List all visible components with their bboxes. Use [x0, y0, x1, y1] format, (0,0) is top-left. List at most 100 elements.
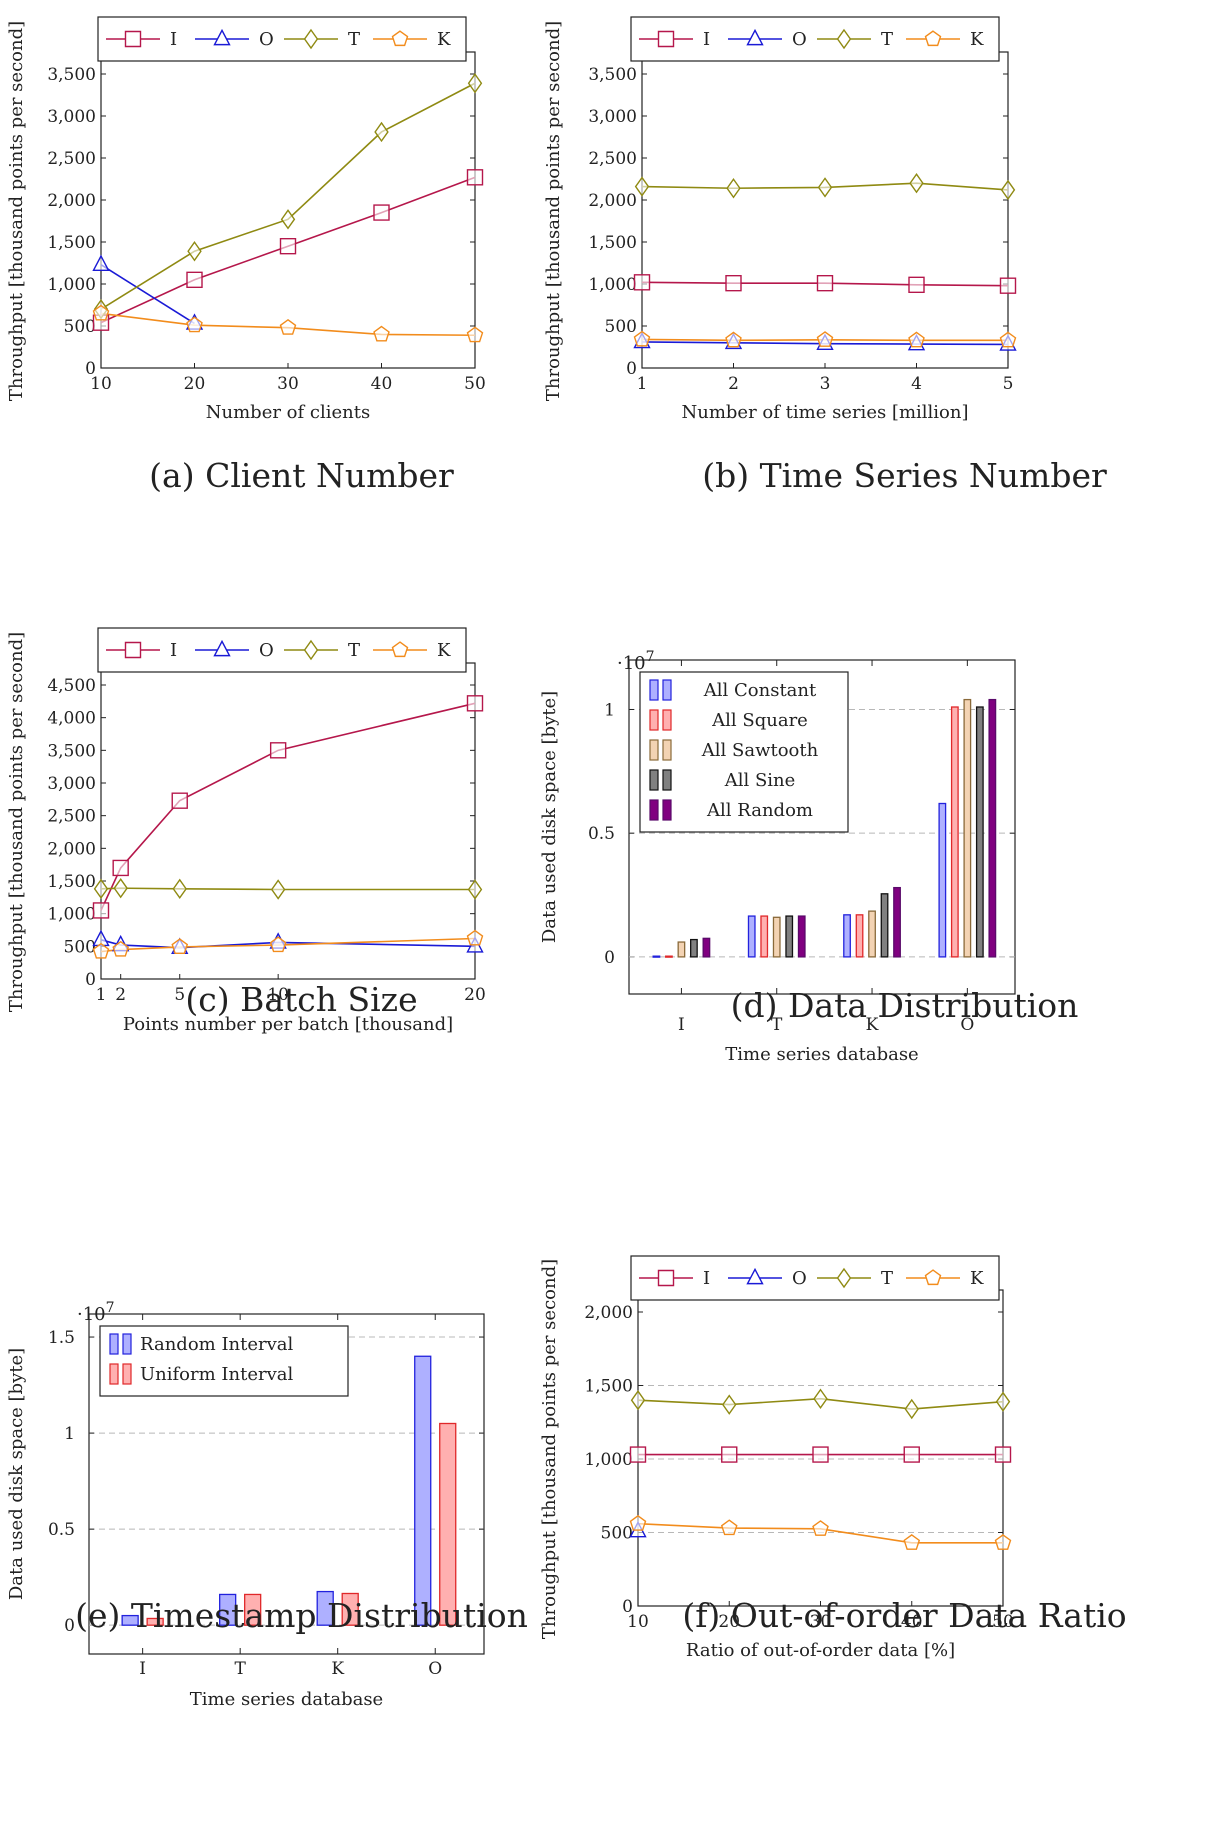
scale-exponent: 7 [106, 1300, 115, 1316]
x-tick-label: 20 [464, 985, 486, 1005]
legend-label: Uniform Interval [140, 1364, 294, 1385]
legend-label-O: O [259, 640, 274, 661]
bar-all-square [950, 706, 959, 958]
y-tick-label: 3,500 [47, 65, 96, 85]
data-point-K [466, 929, 484, 946]
data-point-K [633, 330, 651, 347]
series-line-T [100, 887, 475, 891]
legend-marker-T [303, 639, 319, 661]
plot-frame [628, 659, 1016, 995]
x-tick-label: 20 [184, 374, 206, 394]
y-axis-label: Throughput [thousand points per second] [6, 21, 27, 401]
data-point-T [93, 878, 109, 900]
y-tick-label: 3,500 [588, 65, 637, 85]
bar-random-interval [316, 1590, 334, 1626]
bar-all-sawtooth [772, 916, 781, 958]
bar-random-interval [219, 1593, 237, 1626]
plot-group-a: 10 20 30 40 5005001,0001,5002,0002,5003,0003… [6, 16, 486, 423]
chart-b: 1 2 3 4 5 0 500 1,000 1,500 2,000 2,500 3,000 3,500 N… [543, 16, 1017, 423]
legend-marker-O [213, 639, 231, 657]
data-point-K [112, 940, 129, 957]
legend-swatch [122, 1363, 132, 1385]
legend-marker-O [746, 1267, 764, 1285]
chart-panel-f: 10 20 30 40 50 0 500 1,000 1,500 2,000 Ratio of ou… [539, 1228, 1206, 1842]
y-tick-label: 0 [85, 970, 96, 990]
data-point-K [816, 331, 834, 347]
data-point-K [994, 1534, 1012, 1550]
legend-marker-I [657, 1269, 675, 1287]
x-tick-label: 50 [992, 1612, 1014, 1632]
legend-label-T: T [881, 1268, 893, 1289]
chart-e: 0 0.5 1 1.5 I T K O ·107 Time series database Data… [6, 1300, 485, 1710]
legend-label-I: I [170, 29, 177, 50]
chart-c: 1 2 5 10 20 0 500 1,000 1,500 2,000 2,500 3,000 3,50… [6, 627, 486, 1035]
legend-swatch [649, 739, 659, 761]
scale-exponent: 7 [646, 649, 655, 665]
data-point-T [187, 241, 202, 262]
data-point-T [995, 1391, 1011, 1412]
legend-label-I: I [170, 640, 177, 661]
x-axis-label: Time series database [190, 1689, 383, 1710]
caption-a: (a) Client Number [149, 456, 454, 495]
bar-all-sine [975, 706, 984, 958]
bar-all-sawtooth [868, 910, 876, 958]
data-point-I [466, 695, 484, 712]
x-tick-label: I [678, 1015, 685, 1035]
data-point-I [721, 1446, 738, 1463]
legend-marker-T [836, 28, 852, 50]
legend-label-T: T [348, 640, 360, 661]
chart-panel-c: 1 2 5 10 20 0 500 1,000 1,500 2,000 2,500 3,000 3,50… [0, 614, 603, 1228]
x-tick-label: 2 [115, 985, 126, 1005]
legend-label-I: I [703, 1268, 710, 1289]
data-point-I [171, 792, 188, 809]
x-tick-label: 5 [1003, 374, 1014, 394]
y-tick-label: 4,500 [47, 676, 96, 696]
y-axis-label: Data used disk space [byte] [6, 1348, 27, 1600]
legend-swatch [662, 769, 672, 791]
x-tick-label: 40 [901, 1612, 923, 1632]
x-axis-label: Points number per batch [thousand] [123, 1014, 453, 1035]
data-point-K [186, 316, 203, 333]
legend-swatch [109, 1363, 119, 1385]
plot-group-c: 1 2 5 10 20 0 500 1,000 1,500 2,000 2,500 3,000 3,50… [6, 627, 486, 1035]
y-tick-label: 1.5 [48, 1328, 75, 1348]
y-tick-label: 1 [64, 1424, 75, 1444]
data-point-I [816, 274, 834, 292]
chart-d: 0 0.5 1 I T K O ·107 Time series database Data us… [539, 649, 1016, 1065]
y-tick-label: 4,000 [47, 709, 96, 729]
x-axis-label: Number of time series [million] [682, 402, 969, 423]
bar-all-square [665, 955, 673, 958]
data-point-K [629, 1514, 647, 1531]
data-point-I [812, 1446, 829, 1463]
legend-label-T: T [881, 29, 893, 50]
plot-group-b: 1 2 3 4 5 0 500 1,000 1,500 2,000 2,500 3,000 3,500 N… [543, 16, 1017, 423]
y-tick-label: 1,500 [47, 233, 96, 253]
x-axis-label: Ratio of out-of-order data [%] [686, 1640, 955, 1661]
caption-d: (d) Data Distribution [730, 986, 1079, 1025]
data-point-T [909, 172, 924, 194]
legend-marker-I [124, 30, 142, 48]
data-point-K [466, 326, 484, 343]
bar-random-interval [414, 1355, 432, 1626]
data-point-I [466, 169, 484, 186]
data-point-T [467, 73, 483, 94]
y-tick-label: 0 [622, 1597, 633, 1617]
y-tick-label: 3,500 [47, 741, 96, 761]
data-point-T [172, 878, 187, 900]
legend-swatch [649, 709, 659, 731]
data-point-K [269, 936, 287, 953]
caption-f: (f) Out-of-order Data Ratio [682, 1596, 1127, 1635]
legend-swatch [662, 709, 672, 731]
data-point-K [171, 938, 189, 955]
bar-uniform-interval [439, 1422, 457, 1626]
y-tick-label: 1,000 [588, 275, 637, 295]
x-tick-label: O [428, 1659, 442, 1679]
data-point-I [629, 1446, 647, 1463]
x-tick-label: 1 [637, 374, 648, 394]
legend-marker-O [746, 28, 764, 46]
bar-uniform-interval [146, 1617, 164, 1626]
bar-uniform-interval [341, 1592, 359, 1626]
data-point-T [722, 1394, 737, 1415]
data-point-I [994, 1446, 1012, 1463]
